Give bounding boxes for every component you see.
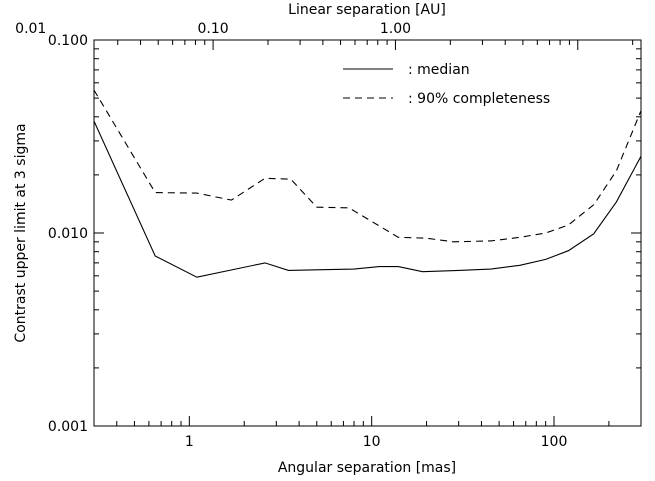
top-tick-label: 0.10 [198,21,229,37]
top-tick-label: 1.00 [380,21,411,37]
legend-label: : median [408,62,470,78]
series-line-completeness [93,89,642,243]
series-line-median [93,120,642,278]
x-axis-label: Angular separation [mas] [278,460,456,476]
x-tick-label: 10 [363,434,381,450]
ticks-layer: 1 10 100 0.01 0.10 1.00 0.001 0.010 0.100 [15,21,642,450]
top-axis-label: Linear separation [AU] [288,2,446,18]
y-tick-label: 0.100 [48,33,88,49]
legend: : median : 90% completeness [343,62,550,107]
y-tick-label: 0.001 [48,419,88,435]
top-tick-label: 0.01 [15,21,46,37]
legend-label: : 90% completeness [408,91,550,107]
y-axis-label: Contrast upper limit at 3 sigma [13,123,29,342]
x-tick-label: 100 [541,434,568,450]
x-tick-label: 1 [185,434,194,450]
y-tick-label: 0.010 [48,226,88,242]
series-layer [93,89,642,278]
